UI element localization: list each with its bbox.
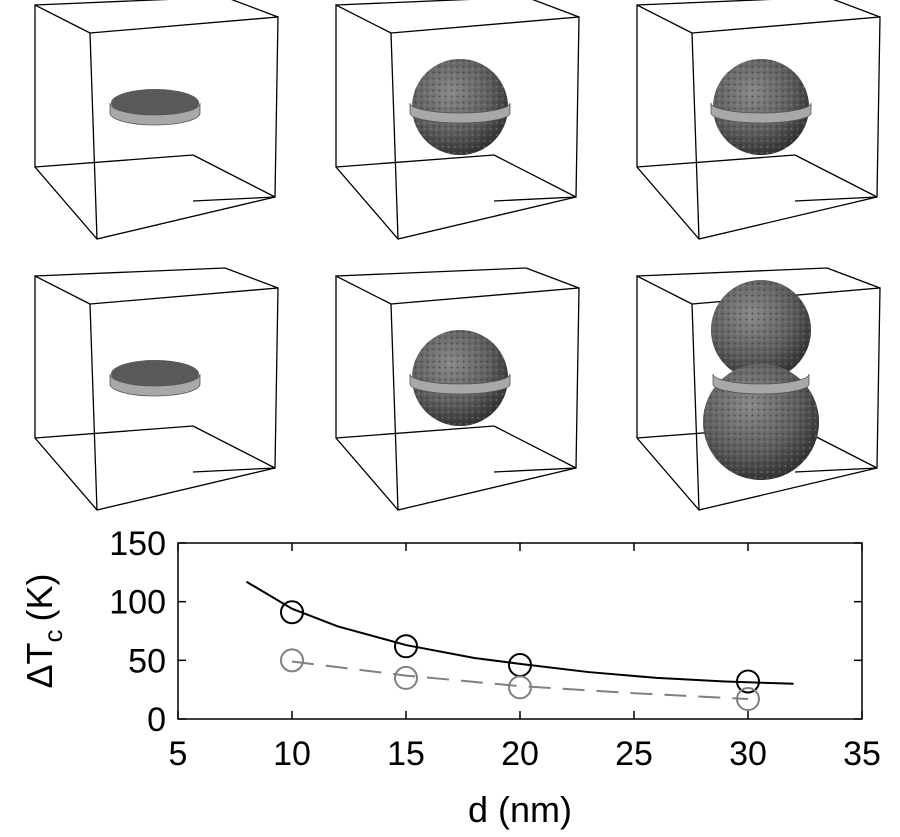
data-point-gray xyxy=(394,665,418,690)
particle-panel xyxy=(335,0,580,240)
data-point-gray xyxy=(280,648,304,673)
x-axis: 5 10 15 20 25 30 35 xyxy=(169,543,881,773)
sphere-texture xyxy=(713,59,809,155)
y-axis-title-subscript: c xyxy=(38,629,68,642)
data-point-black xyxy=(736,669,760,694)
data-point-gray xyxy=(508,675,532,700)
y-tick-label: 150 xyxy=(109,525,166,563)
y-tick-label: 50 xyxy=(128,642,166,680)
y-axis-title-main: ΔT xyxy=(19,642,60,688)
data-point-black xyxy=(394,634,418,659)
particle-panel xyxy=(34,267,279,511)
x-tick-label: 10 xyxy=(273,735,311,773)
disk-ring xyxy=(109,102,201,126)
data-point-black xyxy=(280,600,304,625)
x-tick-label: 20 xyxy=(501,735,539,773)
chart: 5 10 15 20 25 30 35 0 50 100 150 d (nm) ΔTc (K) xyxy=(19,525,881,830)
y-axis-title-unit: (K) xyxy=(19,573,60,621)
disk-particle xyxy=(111,360,199,388)
x-tick-label: 25 xyxy=(615,735,653,773)
sphere-texture xyxy=(412,330,508,426)
disk-particle xyxy=(111,89,199,117)
particle-panel xyxy=(636,0,881,240)
particle-panels xyxy=(34,0,881,511)
y-tick-label: 0 xyxy=(147,701,166,739)
x-axis-title: d (nm) xyxy=(468,789,572,830)
x-tick-label: 30 xyxy=(729,735,767,773)
lower-sphere-texture xyxy=(703,364,819,480)
svg-text:ΔTc(K): ΔTc (K) xyxy=(19,573,68,688)
sphere-ring xyxy=(409,373,511,395)
series-layer xyxy=(245,580,794,712)
y-axis: 0 50 100 150 xyxy=(109,525,862,739)
particle-panel xyxy=(636,267,881,511)
particle-panel xyxy=(335,267,580,511)
sphere-ring xyxy=(710,102,812,124)
fit-line-gray-dashed xyxy=(291,660,749,701)
disk-ring xyxy=(109,373,201,397)
x-tick-label: 35 xyxy=(843,735,881,773)
fit-line-black xyxy=(245,580,794,685)
data-point-gray xyxy=(736,687,760,712)
sphere-ring xyxy=(409,102,511,124)
y-axis-title: ΔTc (K) xyxy=(19,573,68,688)
plot-frame xyxy=(177,542,863,720)
sphere-texture xyxy=(412,59,508,155)
particle-panel xyxy=(34,0,279,240)
x-tick-label: 5 xyxy=(169,735,188,773)
sphere-ring xyxy=(712,373,810,395)
x-tick-label: 15 xyxy=(387,735,425,773)
y-tick-label: 100 xyxy=(109,584,166,622)
upper-sphere-texture xyxy=(711,280,811,380)
